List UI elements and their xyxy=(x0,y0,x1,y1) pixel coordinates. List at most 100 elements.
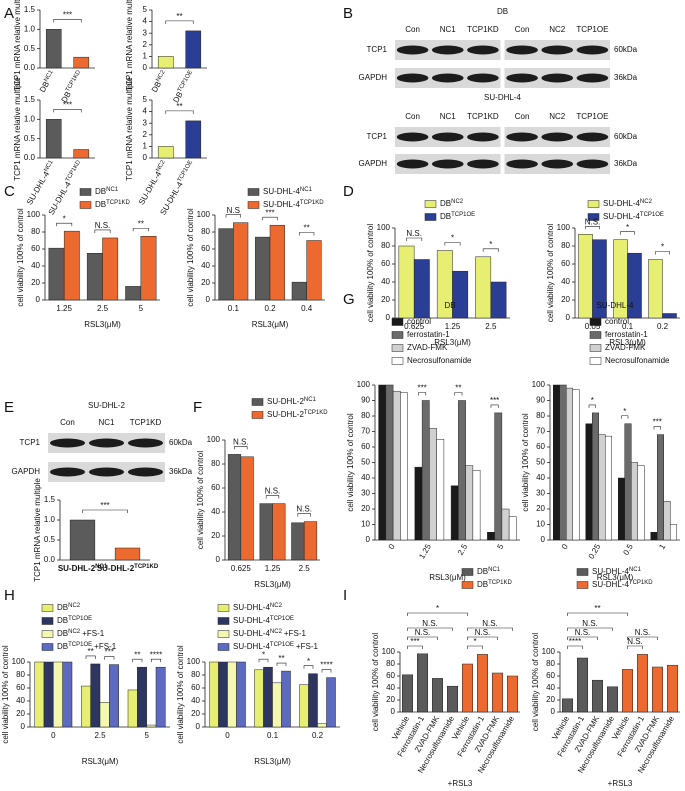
significance-bracket xyxy=(94,229,111,233)
y-tick-label: 80 xyxy=(536,411,545,420)
significance-label: * xyxy=(473,637,476,646)
bar xyxy=(417,653,428,713)
x-tick-label: DBTCP1OE xyxy=(171,69,197,104)
legend-label-base: DB xyxy=(477,580,488,589)
x-tick-label: SU-DHL-4NC1 xyxy=(25,159,58,207)
x-tick-label: DBTCP1KD xyxy=(59,69,85,104)
x-tick-label: 0.1 xyxy=(228,304,240,313)
y-tick-label: 0 xyxy=(21,722,26,731)
significance-bracket xyxy=(407,645,423,649)
bar xyxy=(663,501,671,541)
bar xyxy=(398,245,415,319)
legend-label-sup: NC2 xyxy=(270,629,283,635)
blot-size-label: 36kDa xyxy=(169,467,193,476)
y-tick-label: 0 xyxy=(566,313,571,322)
blot-row-label: TCP1 xyxy=(367,132,388,141)
legend-label-sup: NC1 xyxy=(629,567,642,573)
legend-label: DBNC2 +FS-1 xyxy=(57,629,105,639)
y-tick-label: 3 xyxy=(143,118,148,127)
bar xyxy=(465,465,474,541)
y-tick-label: 100 xyxy=(377,223,391,232)
x-tick-label-base: DB xyxy=(150,80,163,94)
bar xyxy=(494,412,503,541)
x-tick-label-sup: NC1 xyxy=(95,564,108,570)
x-tick-label: 5 xyxy=(139,304,144,313)
blot-band xyxy=(88,467,125,477)
significance-bracket xyxy=(588,404,596,408)
chart-title: SU-DHL-4 xyxy=(597,301,634,310)
panel-letter: A xyxy=(4,5,14,22)
legend-label-sup: NC1 xyxy=(106,187,119,193)
blot-band xyxy=(506,159,538,169)
blot-band xyxy=(431,132,464,142)
x-tick-label: SU-DHL-4TCP1OE xyxy=(158,159,197,217)
blot-row-label: TCP1 xyxy=(20,438,41,447)
bar xyxy=(218,228,234,301)
bar xyxy=(272,503,286,561)
y-tick-label: 80 xyxy=(191,670,200,679)
bar xyxy=(436,439,445,541)
significance-label: *** xyxy=(417,384,426,393)
y-tick-label: 60 xyxy=(561,259,570,268)
blot-band xyxy=(396,45,429,55)
legend-swatch xyxy=(251,411,264,419)
legend-label: DBTCP1KD xyxy=(95,200,130,210)
legend-swatch xyxy=(79,188,92,196)
legend-label-base: SU-DHL-4 xyxy=(592,580,629,589)
significance-label: **** xyxy=(320,661,332,670)
legend-swatch xyxy=(391,357,404,365)
significance-bracket xyxy=(53,19,82,23)
x-tick-label: 2.5 xyxy=(485,322,497,331)
significance-label: * xyxy=(307,657,310,666)
bar xyxy=(43,661,54,728)
bar xyxy=(157,56,174,69)
legend-label: SU-DHL-4TCP1OE +FS-1 xyxy=(233,642,318,652)
significance-bracket xyxy=(299,232,315,236)
y-tick-label: 80 xyxy=(201,227,210,236)
y-tick-label: 20 xyxy=(546,695,555,704)
significance-label: N.S. xyxy=(233,438,249,447)
bar xyxy=(652,666,663,713)
bar xyxy=(155,666,166,728)
lane-label: Con xyxy=(60,418,75,427)
x-axis-label: RSL3(μM) xyxy=(84,320,121,329)
bar xyxy=(413,259,430,319)
significance-bracket xyxy=(653,426,661,430)
significance-bracket xyxy=(444,242,461,246)
legend-swatch xyxy=(41,604,54,612)
y-tick-label: 0 xyxy=(386,313,391,322)
legend-label: SU-DHL-4NC2 +FS-1 xyxy=(233,629,306,639)
y-tick-label: 30 xyxy=(361,489,370,498)
legend-label: SU-DHL-2TCP1KD xyxy=(267,410,328,420)
bar xyxy=(598,434,606,541)
bar xyxy=(462,663,473,713)
y-tick-label: 80 xyxy=(381,241,390,250)
legend-label-base: SU-DHL-4 xyxy=(263,187,300,196)
y-tick-label: 0 xyxy=(216,555,221,564)
y-tick-label: 0 xyxy=(36,295,41,304)
significance-label: ** xyxy=(176,12,182,21)
y-tick-label: 50 xyxy=(361,458,370,467)
significance-label: ** xyxy=(138,219,144,228)
x-tick-label: SU-DHL-2NC1 xyxy=(58,564,108,574)
lane-label: TCP1KD xyxy=(467,112,499,121)
significance-label: *** xyxy=(490,396,499,405)
blot-size-label: 36kDa xyxy=(614,73,638,82)
bar xyxy=(227,661,237,728)
blot-band xyxy=(396,73,429,83)
bar xyxy=(670,524,677,541)
bar xyxy=(99,702,110,728)
significance-label: * xyxy=(63,214,66,223)
bar xyxy=(421,400,430,541)
legend-swatch xyxy=(247,188,260,196)
y-tick-label: 60 xyxy=(361,442,370,451)
significance-label: *** xyxy=(100,501,109,510)
y-tick-label: 20 xyxy=(31,278,40,287)
significance-bracket xyxy=(627,636,658,640)
significance-bracket xyxy=(321,669,332,673)
blot-band xyxy=(576,73,609,83)
blot-row-label: GAPDH xyxy=(12,467,41,476)
bar xyxy=(86,253,103,301)
bar xyxy=(157,146,174,159)
